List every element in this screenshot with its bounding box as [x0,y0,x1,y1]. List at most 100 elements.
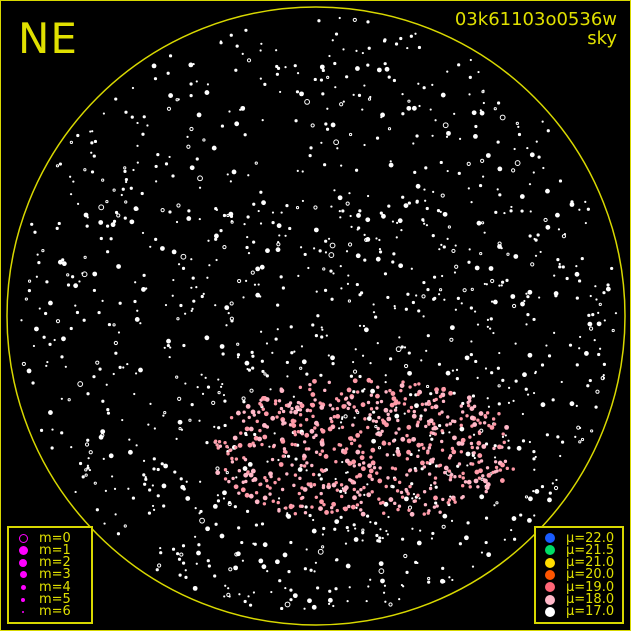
star [528,234,532,238]
brightness-swatch-icon [542,533,558,544]
star [206,385,211,389]
star [361,51,364,55]
star [391,396,397,402]
star [355,503,360,507]
star [213,439,218,443]
star [218,444,223,448]
star [432,422,436,426]
star [482,421,487,425]
star [476,220,482,226]
star [409,34,413,38]
star [245,245,249,250]
star [228,567,233,572]
star [540,363,545,367]
star [118,301,122,305]
star [514,160,521,166]
star [293,430,297,434]
star [469,406,475,412]
star [611,328,615,333]
star [248,426,254,432]
star [395,236,398,239]
star [347,299,352,303]
star [473,478,479,484]
star [237,526,241,530]
star [522,372,527,378]
star [387,515,390,519]
star [478,468,483,474]
star [162,504,166,508]
star [315,290,318,293]
star [36,253,39,256]
star [560,380,563,384]
star [46,360,49,364]
star [380,429,384,433]
star [320,141,323,144]
magnitude-symbol-icon [15,610,31,613]
star [310,505,314,509]
star [526,393,530,396]
star [297,467,303,472]
star [389,357,393,361]
star [223,423,227,428]
star [270,415,276,421]
star [433,495,438,501]
star [95,360,100,365]
star [139,322,142,325]
star [295,90,300,94]
star [266,460,269,463]
star [482,101,485,105]
star [498,284,501,287]
star [485,411,490,415]
star [475,446,480,450]
star [401,537,405,541]
star [200,373,203,376]
star [293,512,298,516]
star [229,415,234,420]
star [69,326,73,331]
star [524,495,529,499]
star [340,164,343,167]
star [429,434,432,437]
star [197,175,203,182]
star [416,392,420,397]
star [350,225,353,228]
star [244,28,248,32]
star [473,134,478,139]
magnitude-legend-item: m=3 [15,567,85,582]
star [126,362,129,366]
star [379,211,383,215]
star [230,456,234,461]
star [422,219,425,223]
star [416,540,422,546]
brightness-label: μ=21.0 [566,555,615,571]
star [313,398,317,402]
star [258,401,262,406]
star [417,45,422,50]
star [417,449,420,452]
star [425,224,429,227]
star [594,285,597,288]
star [436,209,441,213]
star [493,456,497,459]
star [470,340,473,343]
star [84,473,88,477]
star [435,504,439,508]
star [338,16,341,20]
star [313,247,316,250]
star [377,497,381,501]
star [352,369,358,374]
star [214,304,217,307]
star [474,124,478,129]
star [297,491,302,496]
star [359,487,363,492]
star [415,134,419,138]
star [259,49,262,52]
star [69,175,72,178]
star [578,279,582,283]
star [334,397,339,401]
star [166,71,170,75]
star [274,559,280,565]
star [325,127,330,131]
star [418,104,421,108]
star [212,504,218,509]
